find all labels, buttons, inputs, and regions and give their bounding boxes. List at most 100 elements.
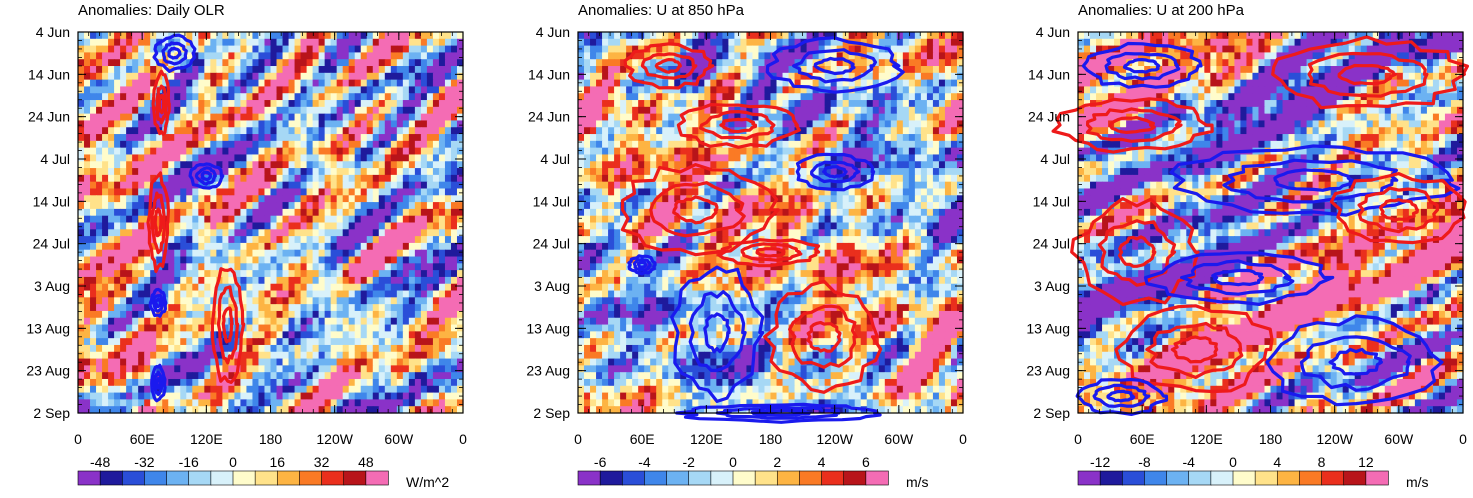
heatmap-cell (96, 120, 103, 128)
heatmap-cell (264, 140, 272, 149)
heatmap-cell (932, 127, 940, 135)
heatmap-cell (764, 38, 772, 47)
heatmap-cell (204, 222, 211, 230)
heatmap-cell (240, 297, 248, 305)
heatmap-cell (156, 134, 163, 142)
heatmap-cell (264, 378, 272, 387)
heatmap-cell (378, 392, 386, 400)
heatmap-cell (366, 304, 374, 312)
heatmap-cell (114, 378, 121, 387)
heatmap-cell (950, 100, 958, 108)
heatmap-cell (402, 338, 410, 346)
heatmap-cell (420, 161, 428, 169)
heatmap-cell (438, 338, 446, 346)
heatmap-cell (198, 310, 205, 319)
heatmap-cell (944, 32, 952, 40)
heatmap-cell (638, 100, 645, 108)
blue-contour (148, 287, 168, 318)
heatmap-cell (444, 140, 452, 149)
heatmap-cell (186, 154, 193, 162)
heatmap-cell (180, 392, 187, 400)
heatmap-cell (90, 310, 97, 319)
heatmap-cell (360, 147, 368, 156)
heatmap-cell (896, 93, 904, 101)
heatmap-cell (300, 290, 308, 298)
heatmap-cell (408, 79, 416, 88)
heatmap-cell (396, 113, 404, 122)
heatmap-cell (246, 208, 254, 217)
heatmap-cell (228, 79, 236, 88)
heatmap-cell (366, 351, 374, 360)
heatmap-cell (288, 338, 296, 346)
heatmap-cell (348, 297, 356, 305)
heatmap-cell (444, 344, 452, 353)
heatmap-cell (312, 106, 320, 115)
heatmap-cell (276, 372, 284, 380)
heatmap-cell (384, 188, 392, 196)
heatmap-cell (456, 351, 464, 360)
heatmap-cell (252, 188, 260, 196)
heatmap-cell (192, 256, 199, 264)
heatmap-cell (764, 59, 772, 67)
heatmap-cell (902, 72, 910, 81)
heatmap-cell (192, 270, 199, 278)
heatmap-cell (144, 290, 151, 298)
heatmap-cell (420, 372, 428, 380)
heatmap-cell (180, 310, 187, 319)
heatmap-cell (282, 113, 290, 122)
heatmap-cell (450, 120, 458, 128)
heatmap-cell (432, 222, 440, 230)
heatmap-cell (198, 358, 205, 366)
heatmap-cell (920, 32, 928, 40)
heatmap-cell (288, 140, 296, 149)
heatmap-cell (408, 331, 416, 339)
heatmap-cell (450, 297, 458, 305)
heatmap-cell (878, 72, 886, 81)
heatmap-cell (132, 338, 139, 346)
heatmap-cell (914, 106, 922, 115)
heatmap-cell (318, 276, 326, 285)
heatmap-cell (372, 134, 380, 142)
heatmap-cell (126, 236, 133, 244)
heatmap-cell (96, 358, 103, 366)
heatmap-cell (270, 365, 278, 373)
heatmap-cell (938, 38, 946, 47)
heatmap-cell (102, 147, 109, 156)
heatmap-cell (354, 385, 362, 394)
heatmap-cell (366, 59, 374, 67)
heatmap-cell (138, 222, 145, 230)
heatmap-cell (408, 134, 416, 142)
heatmap-cell (78, 399, 85, 407)
heatmap-cell (306, 263, 314, 271)
heatmap-cell (402, 154, 410, 162)
heatmap-cell (866, 32, 874, 40)
heatmap-cell (746, 52, 754, 60)
heatmap-cell (144, 365, 151, 373)
heatmap-cell (252, 290, 260, 298)
heatmap-cell (240, 100, 248, 108)
heatmap-cell (156, 358, 163, 366)
heatmap-cell (306, 45, 314, 54)
heatmap-cell (216, 215, 223, 224)
heatmap-cell (288, 351, 296, 360)
heatmap-cell (390, 392, 398, 400)
heatmap-cell (222, 120, 229, 128)
heatmap-cell (932, 120, 940, 128)
heatmap-cell (782, 140, 790, 149)
heatmap-cell (390, 283, 398, 292)
heatmap-cell (420, 168, 428, 176)
heatmap-cell (950, 52, 958, 60)
heatmap-cell (450, 378, 458, 387)
heatmap-cell (120, 290, 127, 298)
heatmap-cell (420, 140, 428, 149)
heatmap-cell (318, 188, 326, 196)
heatmap-cell (102, 392, 109, 400)
heatmap-cell (210, 276, 217, 285)
heatmap-cell (632, 38, 639, 47)
heatmap-cell (396, 120, 404, 128)
heatmap-cell (342, 242, 350, 251)
heatmap-cell (204, 290, 211, 298)
heatmap-cell (908, 140, 916, 149)
heatmap-cell (414, 188, 422, 196)
heatmap-cell (878, 113, 886, 122)
